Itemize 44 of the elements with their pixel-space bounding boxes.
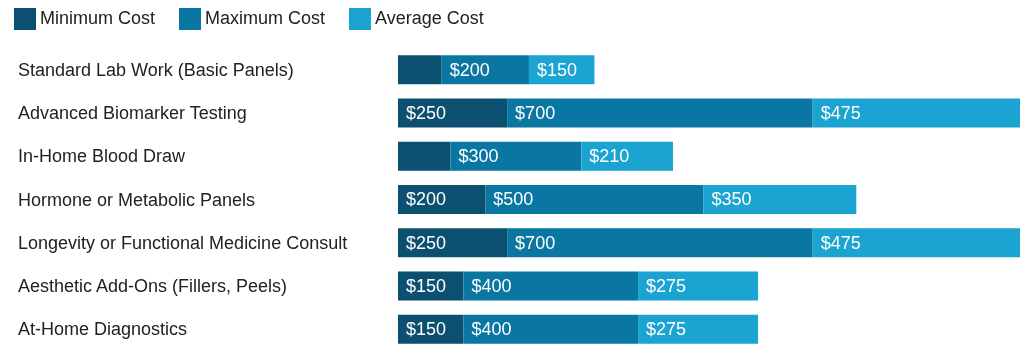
y-tick-label: Advanced Biomarker Testing [18,103,247,124]
bar [463,314,639,344]
data-label: $275 [646,319,687,340]
legend-label: Average Cost [375,8,484,28]
data-label: $210 [589,146,630,167]
bar [638,271,759,301]
bar [703,184,857,214]
data-label: $475 [820,102,861,123]
data-label: $500 [493,189,534,210]
data-label: $150 [406,319,447,340]
legend-label: Maximum Cost [205,8,326,28]
bar [450,141,582,171]
y-tick-label: Standard Lab Work (Basic Panels) [18,59,294,80]
data-label: $150 [536,59,577,80]
bar [463,271,639,301]
bar [812,228,1020,258]
y-tick-label: At-Home Diagnostics [18,319,188,340]
data-label: $250 [406,232,447,253]
bar [507,98,813,128]
data-label: $475 [820,232,861,253]
y-tick-label: In-Home Blood Draw [18,146,187,167]
data-label: $200 [449,59,490,80]
y-tick-label: Longevity or Functional Medicine Consult [18,232,348,253]
bar [638,314,759,344]
data-label: $400 [471,319,512,340]
bar [398,141,451,171]
bar [398,98,508,128]
data-label: $200 [406,189,447,210]
bar [507,228,813,258]
data-label: $300 [458,146,499,167]
data-label: $275 [646,275,687,296]
bar [398,55,442,85]
data-label: $700 [515,232,556,253]
bar [485,184,704,214]
data-label: $150 [406,275,447,296]
bar [812,98,1020,128]
data-label: $350 [711,189,752,210]
bar [398,228,508,258]
y-tick-label: Hormone or Metabolic Panels [18,189,256,210]
data-label: $400 [471,275,512,296]
data-label: $700 [515,102,556,123]
legend-label: Minimum Cost [40,8,156,28]
data-label: $250 [406,102,447,123]
y-tick-label: Aesthetic Add-Ons (Fillers, Peels) [18,276,288,297]
